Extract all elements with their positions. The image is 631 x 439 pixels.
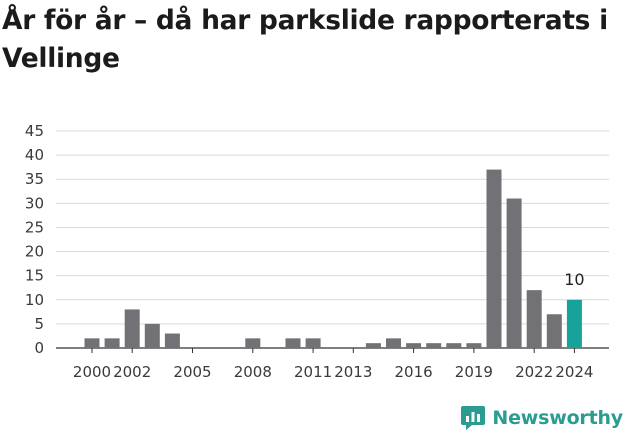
bar-2024 bbox=[566, 299, 582, 348]
y-tick-label: 45 bbox=[25, 122, 44, 140]
y-tick-label: 20 bbox=[25, 243, 44, 261]
bar-2014 bbox=[365, 343, 381, 348]
newsworthy-logo-icon bbox=[461, 406, 486, 430]
bar-2000 bbox=[84, 338, 100, 348]
x-tick-label: 2022 bbox=[515, 363, 553, 381]
bar-2021 bbox=[506, 198, 522, 348]
y-axis-ticks: 0 5 10 15 20 25 30 35 40 45 bbox=[25, 122, 44, 357]
y-tick-label: 5 bbox=[34, 315, 44, 333]
bars bbox=[84, 169, 582, 348]
y-tick-label: 25 bbox=[25, 218, 44, 236]
y-tick-label: 35 bbox=[25, 170, 44, 188]
bar-2018 bbox=[446, 343, 462, 348]
x-tick-label: 2000 bbox=[73, 363, 111, 381]
x-tick-label: 2019 bbox=[455, 363, 493, 381]
chart-title: År för år – då har parkslide rapporterat… bbox=[2, 5, 608, 74]
bar-2017 bbox=[426, 343, 442, 348]
x-tick-label: 2005 bbox=[173, 363, 211, 381]
x-tick-label: 2002 bbox=[113, 363, 151, 381]
y-tick-label: 30 bbox=[25, 194, 44, 212]
bar-2016 bbox=[406, 343, 422, 348]
x-tick-label: 2008 bbox=[234, 363, 272, 381]
data-label-2024: 10 bbox=[564, 270, 584, 289]
y-tick-label: 0 bbox=[34, 339, 44, 357]
bar-2001 bbox=[104, 338, 120, 348]
bar-2019 bbox=[466, 343, 482, 348]
y-tick-label: 15 bbox=[25, 267, 44, 285]
y-tick-label: 10 bbox=[25, 291, 44, 309]
bar-2022 bbox=[526, 290, 542, 348]
bar-2011 bbox=[305, 338, 321, 348]
data-labels: 10 bbox=[564, 270, 584, 289]
brand-name: Newsworthy bbox=[492, 407, 623, 429]
y-tick-label: 40 bbox=[25, 146, 44, 164]
bar-2004 bbox=[164, 333, 180, 348]
bar-2023 bbox=[546, 314, 562, 348]
bar-2008 bbox=[245, 338, 261, 348]
x-tick-label: 2016 bbox=[395, 363, 433, 381]
brand-logo[interactable]: Newsworthy bbox=[460, 403, 623, 433]
bar-2020 bbox=[486, 169, 502, 348]
x-tick-label: 2013 bbox=[334, 363, 372, 381]
x-tick-label: 2024 bbox=[555, 363, 593, 381]
bar-2003 bbox=[144, 323, 160, 348]
x-axis-ticks: 2000 2002 2005 2008 2011 2013 2016 2019 2022 2024 bbox=[73, 348, 593, 381]
x-tick-label: 2011 bbox=[294, 363, 332, 381]
bar-2002 bbox=[124, 309, 140, 348]
bar-2010 bbox=[285, 338, 301, 348]
bar-2015 bbox=[386, 338, 401, 348]
